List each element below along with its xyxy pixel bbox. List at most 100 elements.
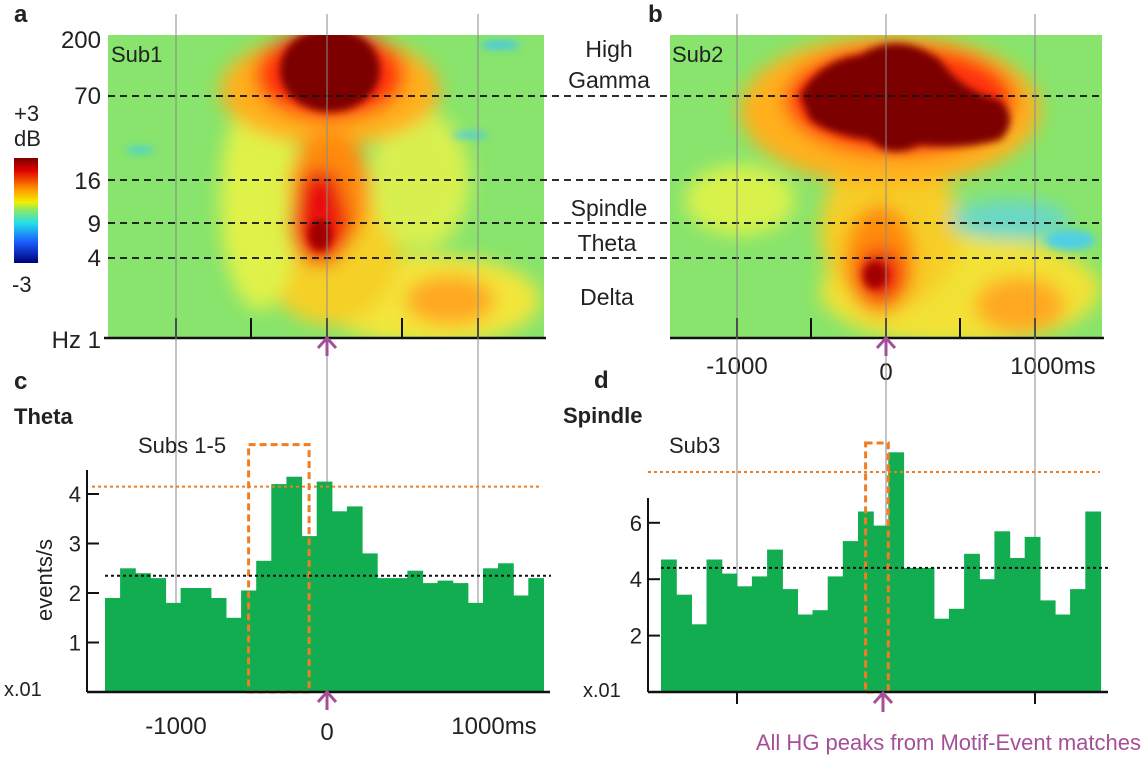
- histogram-bar: [827, 576, 844, 692]
- panel-c-bars: [92, 443, 551, 694]
- y-tick-label: 6: [630, 511, 642, 536]
- histogram-bar: [256, 560, 272, 692]
- histogram-bar: [1055, 614, 1071, 692]
- panel-c-band-title: Theta: [14, 404, 73, 429]
- up-arrow-icon: [316, 689, 338, 710]
- panel-d-y-ticks: 2 4 6: [630, 511, 660, 649]
- histogram-bar: [498, 563, 514, 692]
- histogram-bar: [407, 570, 424, 692]
- histogram-bar: [346, 506, 363, 692]
- y-tick-label: 3: [69, 532, 81, 557]
- up-arrow-icon: [316, 335, 338, 356]
- histogram-bar: [528, 578, 544, 692]
- histogram-bar: [706, 559, 723, 692]
- panel-d-subject-label: Sub3: [669, 433, 720, 458]
- panel-d-letter: d: [594, 367, 609, 394]
- histogram-bar: [721, 573, 738, 692]
- colorbar: +3 dB -3: [12, 101, 41, 297]
- histogram-bar: [362, 553, 378, 692]
- band-label-spindle: Spindle: [571, 195, 648, 221]
- histogram-bar: [918, 567, 935, 692]
- up-arrow-icon: [875, 335, 897, 356]
- histogram-bar: [888, 452, 905, 692]
- histogram-bar: [105, 598, 121, 692]
- panel-c-letter: c: [14, 368, 27, 395]
- histogram-bar: [691, 624, 708, 692]
- panel-a-letter: a: [14, 1, 28, 28]
- histogram-bar: [467, 602, 484, 692]
- histogram-bar: [1009, 558, 1026, 692]
- panel-a-ytick: 9: [88, 211, 101, 238]
- histogram-bar: [210, 598, 227, 692]
- histogram-bar: [797, 614, 814, 692]
- panel-d-band-title: Spindle: [563, 403, 642, 428]
- histogram-bar: [392, 578, 408, 692]
- y-tick-label: 4: [630, 567, 642, 592]
- histogram-bar: [903, 567, 920, 692]
- histogram-bar: [452, 583, 469, 692]
- panel-a-ytick: 200: [61, 27, 101, 54]
- heatmap-panel-b: [670, 35, 1102, 338]
- y-tick-label: 1: [69, 631, 81, 656]
- y-tick-label: 2: [630, 624, 642, 649]
- histogram-bar: [782, 589, 798, 692]
- histogram-bar: [1085, 511, 1102, 692]
- panel-d-x-ticks: [736, 692, 1036, 704]
- y-tick-label: 2: [69, 581, 81, 606]
- panel-c-multiplier: x.01: [4, 679, 42, 701]
- panel-c-xtick: 0: [320, 719, 333, 746]
- histogram-bar: [437, 580, 454, 692]
- panel-d-multiplier: x.01: [583, 680, 621, 702]
- band-boundary-lines: [108, 95, 1104, 259]
- panel-b-letter: b: [648, 1, 663, 28]
- histogram-bar: [948, 608, 965, 692]
- panel-c-y-ticks: 1 2 3 4: [69, 482, 99, 656]
- band-label-delta: Delta: [580, 284, 634, 310]
- panel-b-xtick: 1000ms: [1010, 353, 1095, 380]
- histogram-bar: [994, 531, 1011, 692]
- band-label-gamma: Gamma: [568, 67, 650, 93]
- colorbar-unit: dB: [14, 126, 41, 151]
- histogram-bar: [286, 476, 303, 692]
- panel-d-bars: [648, 441, 1108, 694]
- histogram-bar: [964, 553, 980, 692]
- heatmap-panel-a: [108, 35, 544, 338]
- histogram-bar: [483, 568, 499, 693]
- y-tick-label: 4: [69, 482, 81, 507]
- figure-caption: All HG peaks from Motif-Event matches: [756, 730, 1141, 755]
- histogram-bar: [180, 588, 197, 692]
- panel-c-xtick: 1000ms: [451, 713, 536, 740]
- panel-c-subject-label: Subs 1-5: [138, 433, 226, 458]
- histogram-bar: [195, 588, 212, 692]
- histogram-bar: [316, 481, 333, 692]
- panel-a-ytick: 16: [74, 168, 101, 195]
- band-label-high: High: [585, 36, 632, 62]
- panel-c-ylabel: events/s: [32, 539, 57, 621]
- histogram-bar: [271, 484, 287, 692]
- histogram-bar: [331, 511, 348, 692]
- histogram-bar: [422, 583, 439, 692]
- histogram-bar: [873, 525, 889, 692]
- colorbar-gradient: [14, 158, 38, 263]
- histogram-bar: [135, 573, 151, 692]
- histogram-bar: [676, 594, 692, 692]
- histogram-bar: [661, 559, 677, 692]
- histogram-bar: [165, 602, 182, 692]
- histogram-bar: [377, 578, 393, 692]
- panel-a-ytick: 70: [74, 83, 101, 110]
- histogram-bar: [858, 511, 874, 692]
- band-labels: High Gamma Spindle Theta Delta: [568, 36, 650, 310]
- colorbar-max-label: +3: [14, 101, 39, 126]
- histogram-bar: [979, 579, 995, 692]
- up-arrow-icon: [872, 690, 894, 712]
- panel-b-subject-label: Sub2: [672, 42, 723, 67]
- histogram-bar: [301, 536, 318, 692]
- histogram-bar: [1070, 589, 1086, 692]
- panel-a-ytick: 4: [88, 245, 101, 272]
- band-label-theta: Theta: [578, 230, 637, 256]
- histogram-bar: [120, 568, 136, 693]
- histogram-bar: [150, 578, 167, 692]
- histogram-bar: [513, 595, 529, 692]
- histogram-bar: [933, 618, 950, 692]
